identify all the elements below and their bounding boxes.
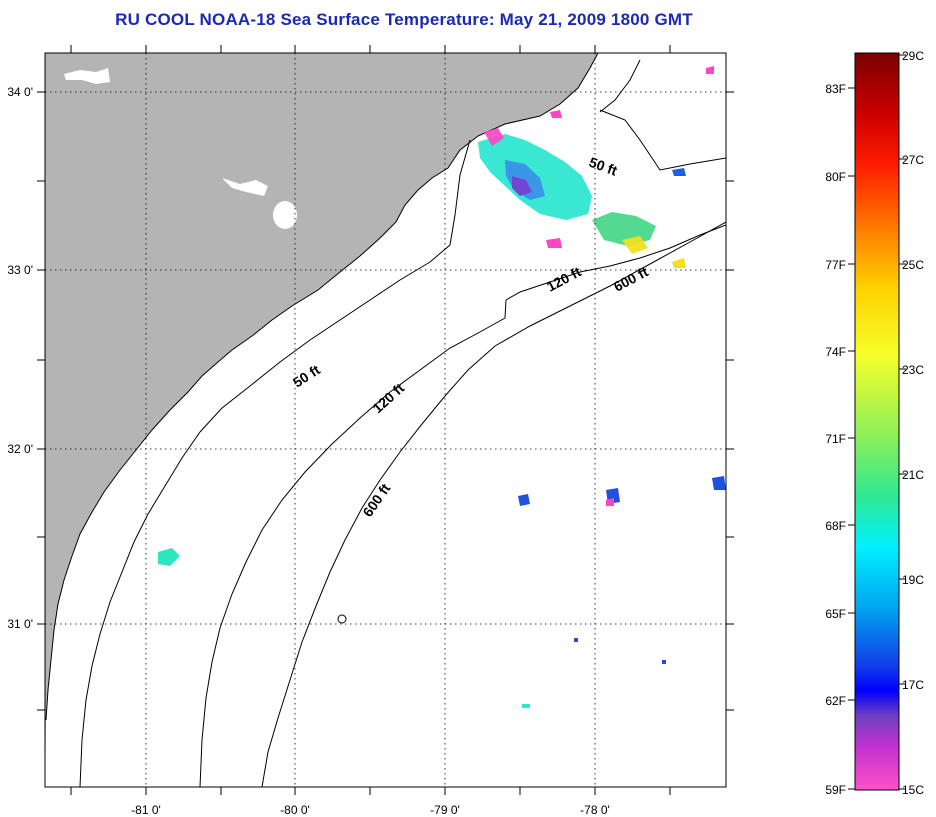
sst-patch	[672, 258, 686, 268]
sst-patch	[550, 110, 562, 118]
colorbar-label-f: 74F	[825, 345, 846, 359]
colorbar-label-f: 71F	[825, 432, 846, 446]
temperature-colorbar: 83F 80F 77F 74F 71F 68F 65F 62F 59F 29C …	[825, 49, 924, 797]
colorbar-label-c: 25C	[902, 258, 924, 272]
colorbar-label-f: 68F	[825, 519, 846, 533]
colorbar-label-f: 83F	[825, 82, 846, 96]
land-area	[45, 53, 598, 787]
sst-patch	[574, 638, 578, 642]
map-ticks	[37, 45, 734, 795]
map-frame	[44, 52, 727, 788]
colorbar-label-f: 62F	[825, 694, 846, 708]
lon-label: -78 0'	[580, 803, 610, 817]
colorbar-label-c: 29C	[902, 49, 924, 63]
isobath-120ft	[199, 224, 726, 787]
sst-patch	[518, 494, 530, 506]
colorbar-gradient	[854, 52, 900, 791]
seamount-contour	[337, 614, 347, 624]
lake	[64, 68, 110, 84]
colorbar-label-c: 19C	[902, 573, 924, 587]
lat-label: 34 0'	[7, 85, 33, 99]
map-title: RU COOL NOAA-18 Sea Surface Temperature:…	[115, 10, 693, 29]
sst-map: 50 ft 120 ft 600 ft 50 ft 120 ft 600 ft …	[7, 45, 734, 817]
sst-patch	[484, 128, 504, 146]
sst-patch	[522, 704, 530, 708]
isobath-50ft	[79, 139, 471, 787]
lon-label: -80 0'	[280, 803, 310, 817]
colorbar-label-c: 21C	[902, 468, 924, 482]
colorbar-label-c: 17C	[902, 678, 924, 692]
sst-patch	[512, 176, 532, 196]
colorbar-label-f: 59F	[825, 783, 846, 797]
coastline	[599, 59, 641, 113]
colorbar-label-f: 65F	[825, 607, 846, 621]
colorbar-ticks	[848, 54, 906, 790]
sst-patch	[706, 66, 714, 74]
colorbar-label-f: 77F	[825, 258, 846, 272]
lon-label: -81 0'	[131, 803, 161, 817]
lake	[273, 201, 297, 229]
isobath-600ft	[261, 221, 726, 787]
coastline	[45, 53, 599, 721]
lat-label: 32 0'	[7, 442, 33, 456]
graticule	[45, 53, 726, 787]
sst-patch	[546, 238, 562, 248]
sst-patch	[158, 548, 180, 566]
sst-patch	[606, 498, 614, 506]
sst-patch	[672, 168, 686, 176]
lat-label: 33 0'	[7, 263, 33, 277]
lat-label: 31 0'	[7, 617, 33, 631]
colorbar-label-c: 27C	[902, 153, 924, 167]
coastline	[599, 109, 726, 171]
colorbar-label-c: 15C	[902, 783, 924, 797]
lake	[222, 178, 268, 196]
sst-patch	[712, 476, 726, 490]
colorbar-label-f: 80F	[825, 170, 846, 184]
sst-patch	[622, 236, 648, 254]
sst-patch	[662, 660, 666, 664]
lon-label: -79 0'	[430, 803, 460, 817]
colorbar-label-c: 23C	[902, 363, 924, 377]
